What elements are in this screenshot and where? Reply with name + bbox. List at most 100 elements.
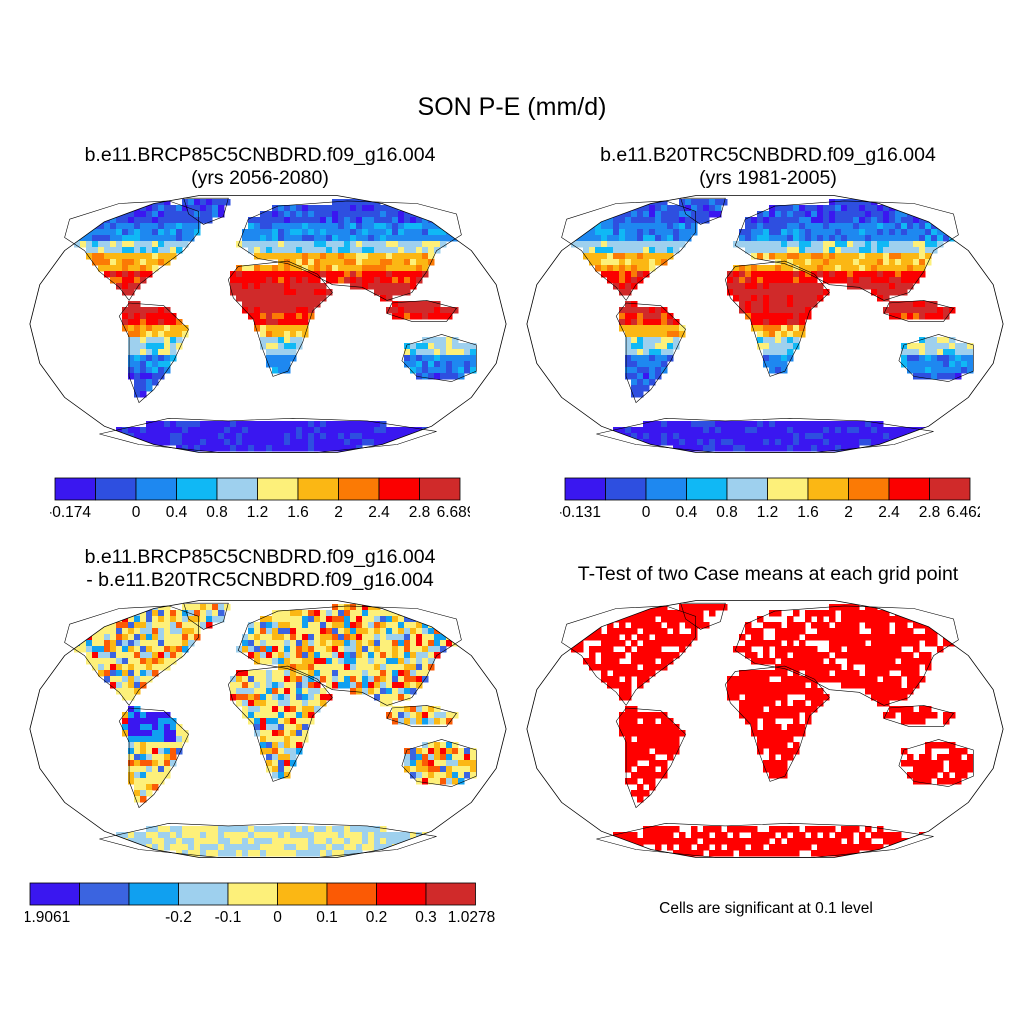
colorbar-label: -1.9061 [25, 909, 70, 926]
coastline-greenland [183, 602, 229, 630]
colorbar-box [277, 882, 328, 906]
panel3-title-line1: b.e11.BRCP85C5CNBDRD.f09_g16.004 [84, 546, 436, 568]
colorbar-label: 0.3 [415, 909, 437, 926]
map-frame [526, 195, 1004, 453]
coastline-greenland [183, 197, 229, 225]
coastline-antarctica [99, 417, 437, 453]
colorbar-label: -0.2 [165, 909, 192, 926]
coastline-antarctica [99, 822, 437, 858]
colorbar-box [378, 477, 420, 501]
map-panel-difference [29, 600, 507, 858]
colorbar-label: -0.174 [50, 504, 91, 521]
panel1-title-line2: (yrs 2056-2080) [191, 167, 329, 189]
colorbar-label: 2.4 [368, 504, 390, 521]
colorbar-label: 1.0278 [448, 909, 495, 926]
colorbar-box [419, 477, 461, 501]
colorbar-box [888, 477, 930, 501]
colorbar-box [564, 477, 606, 501]
map-land-fill [565, 199, 974, 452]
coastline-australia [401, 739, 477, 787]
colorbar-label: 2.8 [919, 504, 941, 521]
colorbar-box [135, 477, 177, 501]
panel2-title-line2: (yrs 1981-2005) [699, 167, 837, 189]
coastline-maritimeAsia [386, 705, 458, 727]
colorbar-box [176, 477, 218, 501]
coastline-africa [227, 260, 333, 377]
map-frame [526, 600, 1004, 858]
map-land-fill [68, 199, 477, 452]
colorbar-box [848, 477, 890, 501]
coastline-australia [898, 334, 974, 382]
coastline-eurasia [734, 200, 959, 301]
colorbar-box [807, 477, 849, 501]
coastline-africa [724, 665, 830, 782]
colorbar-box [929, 477, 971, 501]
colorbar-box [227, 882, 278, 906]
map-frame [29, 600, 507, 858]
coastline-northAmerica [64, 605, 199, 706]
colorbar-label: 0 [642, 504, 651, 521]
colorbar-label: 1.2 [247, 504, 269, 521]
colorbar-label: 1.6 [797, 504, 819, 521]
map-panel-case2 [526, 195, 1004, 453]
colorbar-box [605, 477, 647, 501]
panel3-title: b.e11.BRCP85C5CNBDRD.f09_g16.004 - b.e11… [20, 546, 500, 592]
colorbar-label: -0.131 [560, 504, 601, 521]
coastline-antarctica [596, 822, 934, 858]
colorbar-box [79, 882, 130, 906]
colorbar-box [29, 882, 80, 906]
colorbar-label: 0 [132, 504, 141, 521]
coastline-maritimeAsia [883, 705, 955, 727]
colorbar-label: 0.2 [366, 909, 388, 926]
coastline-australia [401, 334, 477, 382]
panel1-title-line1: b.e11.BRCP85C5CNBDRD.f09_g16.004 [84, 144, 436, 166]
colorbar-box [257, 477, 299, 501]
colorbar-box [216, 477, 258, 501]
colorbar-box [95, 477, 137, 501]
coastline-antarctica [596, 417, 934, 453]
colorbar-label: 0.8 [206, 504, 228, 521]
coastline-southAmerica [615, 707, 686, 809]
colorbar-box [338, 477, 380, 501]
coastline-australia [898, 739, 974, 787]
figure-title: SON P-E (mm/d) [417, 93, 607, 121]
colorbar-label: 0 [273, 909, 282, 926]
colorbar-label: 0.8 [716, 504, 738, 521]
panel2-title-line1: b.e11.B20TRC5CNBDRD.f09_g16.004 [600, 144, 936, 166]
colorbar-box [54, 477, 96, 501]
colorbar-label: 1.6 [287, 504, 309, 521]
colorbar-box [326, 882, 377, 906]
colorbar-label: 0.4 [166, 504, 188, 521]
panel2-title: b.e11.B20TRC5CNBDRD.f09_g16.004 (yrs 198… [528, 144, 1008, 190]
map-land-fill [68, 604, 477, 857]
coastline-eurasia [734, 605, 959, 706]
colorbar-box [297, 477, 339, 501]
colorbar-label: -0.1 [215, 909, 242, 926]
map-land-fill [565, 604, 974, 857]
colorbar-box [178, 882, 229, 906]
significance-note: Cells are significant at 0.1 level [659, 900, 873, 917]
colorbar-case1: -0.174 0 0.4 0.8 1.2 1.6 2 2.4 2.8 6.689 [50, 477, 470, 521]
coastline-southAmerica [118, 707, 189, 809]
colorbar-box [767, 477, 809, 501]
colorbar-box [425, 882, 476, 906]
panel1-title: b.e11.BRCP85C5CNBDRD.f09_g16.004 (yrs 20… [20, 144, 500, 190]
colorbar-box [376, 882, 427, 906]
coastline-northAmerica [561, 605, 696, 706]
colorbar-box [726, 477, 768, 501]
colorbar-label: 0.1 [316, 909, 338, 926]
map-panel-case1 [29, 195, 507, 453]
coastline-greenland [680, 197, 726, 225]
coastline-eurasia [237, 605, 462, 706]
map-panel-ttest [526, 600, 1004, 858]
coastline-greenland [680, 602, 726, 630]
coastline-africa [227, 665, 333, 782]
panel3-title-line2: - b.e11.B20TRC5CNBDRD.f09_g16.004 [86, 569, 434, 591]
colorbar-label: 2 [844, 504, 853, 521]
coastline-maritimeAsia [883, 300, 955, 322]
coastline-northAmerica [561, 200, 696, 301]
coastline-northAmerica [64, 200, 199, 301]
colorbar-label: 1.2 [757, 504, 779, 521]
colorbar-box [128, 882, 179, 906]
colorbar-box [686, 477, 728, 501]
